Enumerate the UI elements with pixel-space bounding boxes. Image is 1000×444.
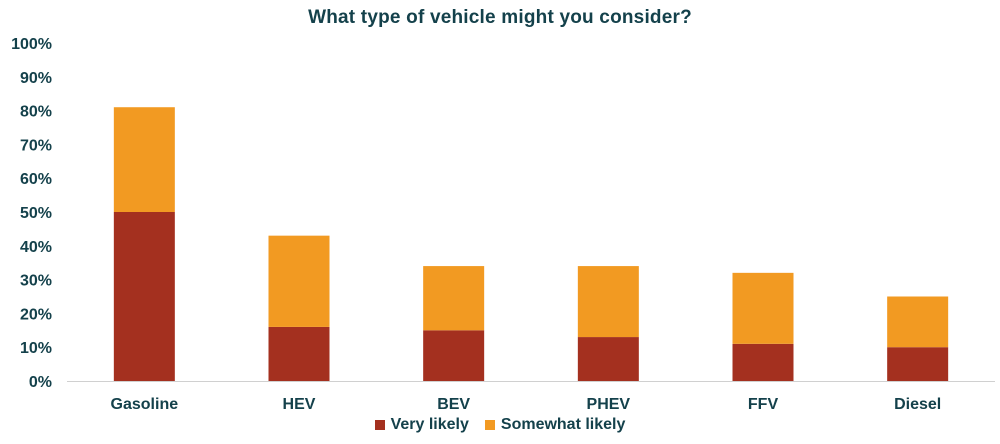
bar-phev-very-likely bbox=[577, 337, 639, 381]
legend-item-somewhat-likely: Somewhat likely bbox=[484, 416, 626, 434]
bar-gasoline-somewhat-likely bbox=[113, 107, 175, 212]
bar-hev-somewhat-likely bbox=[268, 235, 330, 327]
y-tick-label: 40% bbox=[20, 239, 52, 256]
bar-ffv-somewhat-likely bbox=[732, 272, 794, 344]
y-tick-label: 60% bbox=[20, 171, 52, 188]
x-tick-label: Gasoline bbox=[111, 396, 179, 413]
x-tick-label: FFV bbox=[748, 396, 779, 413]
x-axis: Gasoline HEV BEV PHEV FFV Diesel bbox=[111, 396, 942, 413]
legend-item-very-likely: Very likely bbox=[374, 416, 469, 434]
y-tick-label: 10% bbox=[20, 340, 52, 357]
bar-diesel-very-likely bbox=[887, 347, 949, 381]
legend-label-very-likely: Very likely bbox=[390, 416, 469, 433]
legend-swatch-somewhat-likely bbox=[484, 420, 495, 430]
bars bbox=[113, 107, 949, 381]
bar-gasoline-very-likely bbox=[113, 212, 175, 381]
bar-bev-somewhat-likely bbox=[423, 266, 485, 331]
y-tick-label: 50% bbox=[20, 205, 52, 222]
x-tick-label: Diesel bbox=[894, 396, 941, 413]
y-tick-label: 100% bbox=[11, 36, 52, 53]
chart-title: What type of vehicle might you consider? bbox=[308, 7, 692, 28]
x-tick-label: HEV bbox=[283, 396, 316, 413]
y-tick-label: 20% bbox=[20, 306, 52, 323]
legend-swatch-very-likely bbox=[374, 420, 385, 430]
legend: Very likely Somewhat likely bbox=[0, 416, 1000, 434]
x-tick-label: PHEV bbox=[587, 396, 631, 413]
y-tick-label: 80% bbox=[20, 104, 52, 121]
y-tick-label: 0% bbox=[29, 374, 52, 391]
y-tick-label: 90% bbox=[20, 70, 52, 87]
bar-diesel-somewhat-likely bbox=[887, 296, 949, 348]
y-tick-label: 70% bbox=[20, 137, 52, 154]
bar-ffv-very-likely bbox=[732, 343, 794, 381]
x-tick-label: BEV bbox=[437, 396, 470, 413]
bar-bev-very-likely bbox=[423, 330, 485, 381]
bar-hev-very-likely bbox=[268, 326, 330, 381]
y-axis: 0% 10% 20% 30% 40% 50% 60% 70% 80% 90% 100% bbox=[11, 36, 52, 391]
legend-label-somewhat-likely: Somewhat likely bbox=[500, 416, 626, 433]
bar-phev-somewhat-likely bbox=[577, 266, 639, 338]
y-tick-label: 30% bbox=[20, 273, 52, 290]
